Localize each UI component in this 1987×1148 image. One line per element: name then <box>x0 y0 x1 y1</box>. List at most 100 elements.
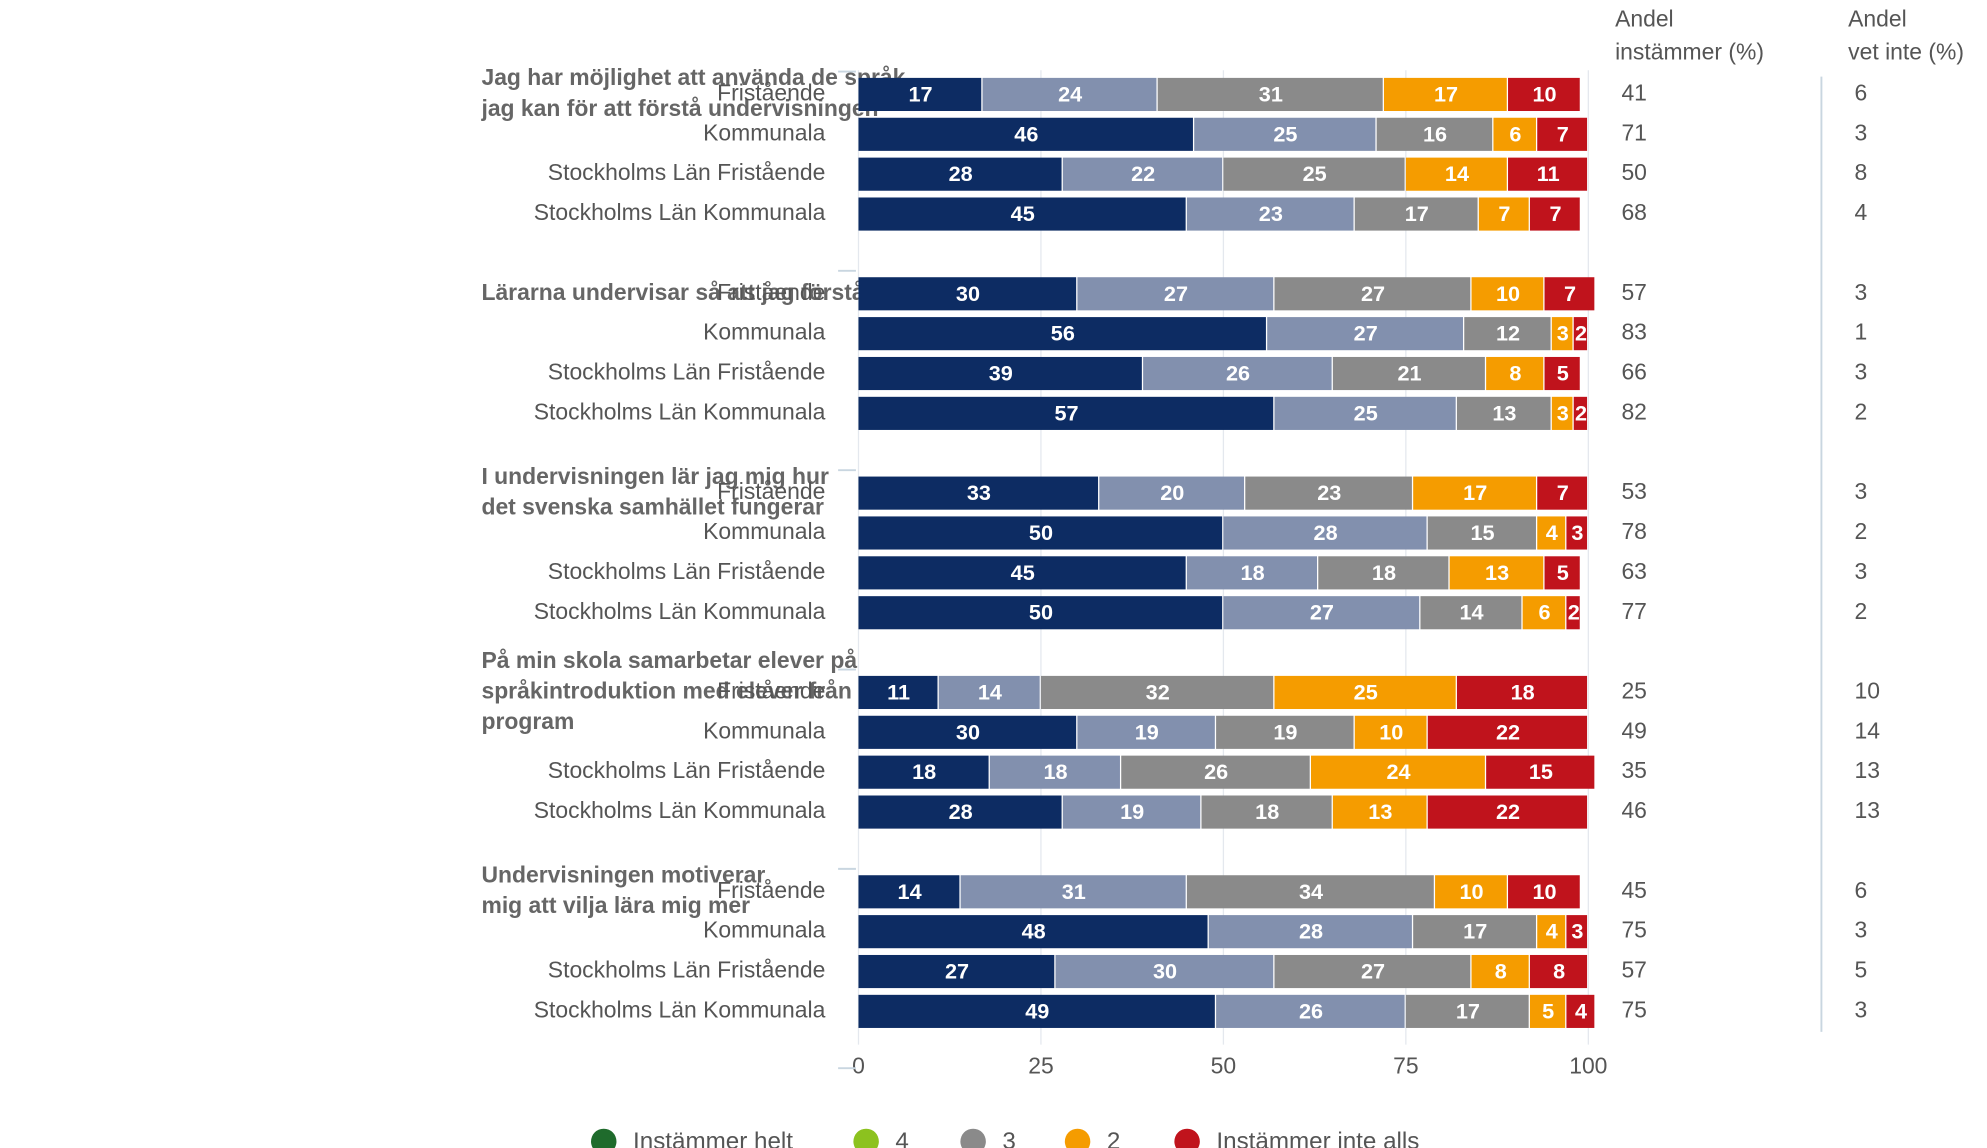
segment-label: 27 <box>1361 281 1385 306</box>
bar-segment <box>1413 915 1536 949</box>
dont-know-value: 3 <box>1855 996 1868 1022</box>
agree-value: 50 <box>1621 159 1646 185</box>
bar-segment <box>1223 596 1420 630</box>
dont-know-value: 2 <box>1855 398 1868 424</box>
segment-label: 18 <box>1241 560 1265 585</box>
bar-segment <box>1493 117 1536 151</box>
segment-label: 11 <box>887 679 910 704</box>
segment-label: 8 <box>1495 959 1507 984</box>
segment-label: 22 <box>1496 799 1520 824</box>
bar-segment <box>1208 915 1412 949</box>
bar-segment <box>1449 556 1544 590</box>
segment-label: 7 <box>1557 121 1569 146</box>
segment-label: 32 <box>1146 679 1170 704</box>
segment-label: 24 <box>1058 81 1082 106</box>
segment-label: 26 <box>1226 361 1250 386</box>
segment-label: 31 <box>1259 81 1283 106</box>
bar-segment <box>1186 197 1354 231</box>
bar-segment <box>1508 157 1588 191</box>
legend-marker <box>1064 1128 1091 1148</box>
bar-segment <box>1332 356 1485 391</box>
bar-segment <box>1537 915 1566 949</box>
bar-segment <box>858 795 1062 829</box>
segment-label: 3 <box>1571 520 1583 545</box>
legend-label: Instämmer helt <box>633 1128 793 1148</box>
segment-label: 7 <box>1564 281 1576 306</box>
segment-label: 2 <box>1575 400 1587 425</box>
segment-label: 46 <box>1014 121 1038 146</box>
segment-label: 18 <box>1511 679 1535 704</box>
bar-segment <box>1354 715 1427 749</box>
question-label: Lärarna undervisar så att jag förstår <box>481 279 873 305</box>
row-label: Stockholms Län Fristående <box>548 957 826 983</box>
segment-label: 23 <box>1317 480 1341 505</box>
bar-segment <box>1522 596 1566 630</box>
segment-label: 17 <box>908 81 932 106</box>
segment-label: 22 <box>1496 719 1520 744</box>
bar-segment <box>1508 875 1580 909</box>
segment-label: 27 <box>1164 281 1188 306</box>
row-label: Stockholms Län Kommunala <box>534 996 826 1022</box>
bar-segment <box>1318 556 1449 590</box>
segment-label: 10 <box>1532 81 1556 106</box>
bar-segment <box>1478 197 1529 231</box>
bar-segment <box>1310 755 1485 789</box>
segment-label: 24 <box>1387 759 1411 784</box>
segment-label: 16 <box>1423 121 1447 146</box>
segment-label: 25 <box>1354 400 1378 425</box>
bar-segment <box>858 516 1223 550</box>
segment-label: 10 <box>1460 879 1484 904</box>
segment-label: 12 <box>1496 321 1520 346</box>
bar-segment <box>1486 356 1544 391</box>
bar-segment <box>1508 77 1580 112</box>
legend-marker <box>960 1128 986 1148</box>
dont-know-value: 6 <box>1855 877 1868 903</box>
legend-marker <box>853 1128 879 1148</box>
x-tick-label: 100 <box>1569 1053 1607 1079</box>
column-header: vet inte (%) <box>1848 39 1964 65</box>
bar-segment <box>1405 157 1507 191</box>
segment-label: 2 <box>1568 600 1580 625</box>
question-label: program <box>481 708 574 734</box>
segment-label: 3 <box>1571 919 1583 944</box>
segment-label: 3 <box>1557 321 1569 346</box>
dont-know-value: 3 <box>1855 558 1868 584</box>
agree-value: 53 <box>1621 478 1646 504</box>
column-header: Andel <box>1848 6 1907 32</box>
segment-label: 25 <box>1303 161 1327 186</box>
row-label: Stockholms Län Kommunala <box>534 199 826 225</box>
bar-segment <box>1529 197 1580 231</box>
bar-segment <box>1420 596 1522 630</box>
bar-segment <box>858 556 1186 590</box>
bar-segment <box>1274 954 1471 989</box>
bar-segment <box>1427 715 1588 749</box>
segment-label: 7 <box>1549 201 1561 226</box>
segment-label: 27 <box>1310 600 1334 625</box>
legend-label: Instämmer inte alls <box>1216 1128 1419 1148</box>
bar-segment <box>1055 954 1274 989</box>
bar-segment <box>1566 915 1588 949</box>
segment-label: 26 <box>1299 998 1323 1023</box>
dont-know-value: 3 <box>1855 917 1868 943</box>
bar-segment <box>989 755 1120 789</box>
segment-label: 10 <box>1496 281 1520 306</box>
row-label: Fristående <box>717 678 825 704</box>
agree-value: 77 <box>1621 598 1646 624</box>
agree-value: 78 <box>1621 518 1646 544</box>
segment-label: 5 <box>1557 560 1569 585</box>
segment-label: 19 <box>1273 719 1297 744</box>
segment-label: 18 <box>1255 799 1279 824</box>
row-label: Stockholms Län Kommunala <box>534 797 826 823</box>
bar-segment <box>1544 356 1580 391</box>
dont-know-value: 13 <box>1855 797 1880 823</box>
dont-know-value: 3 <box>1855 279 1868 305</box>
segment-label: 31 <box>1062 879 1086 904</box>
bar-segment <box>858 356 1142 391</box>
dont-know-value: 4 <box>1855 199 1868 225</box>
dont-know-value: 13 <box>1855 757 1880 783</box>
bar-segment <box>1077 277 1274 311</box>
segment-label: 14 <box>978 679 1002 704</box>
question-label: Jag har möjlighet att använda de språk <box>481 64 905 90</box>
segment-label: 50 <box>1029 600 1053 625</box>
segment-label: 49 <box>1025 998 1049 1023</box>
